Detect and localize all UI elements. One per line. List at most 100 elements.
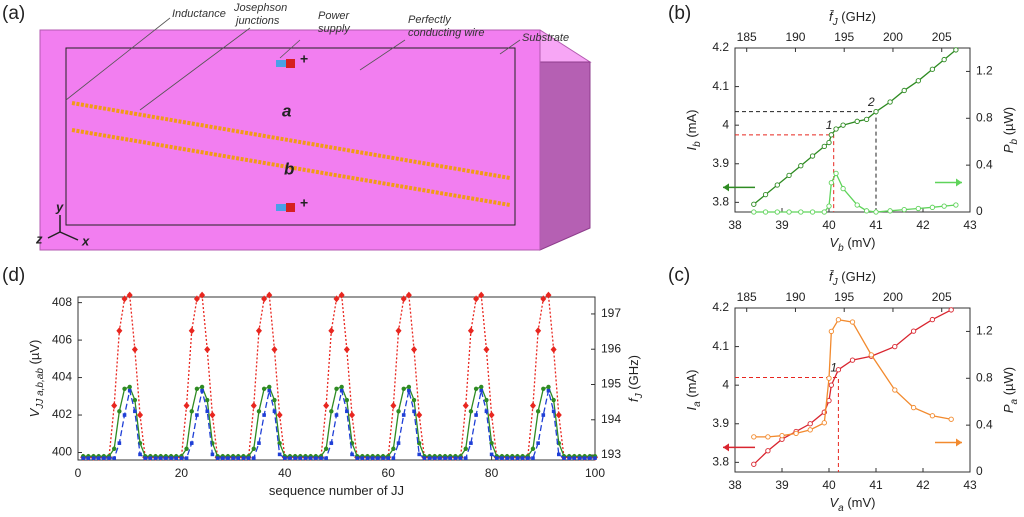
point [350, 452, 354, 457]
point [324, 456, 328, 460]
y-tick-label: 4.2 [712, 40, 729, 54]
marker-label: 2 [867, 95, 875, 109]
point [339, 388, 344, 393]
point [751, 461, 757, 467]
x2-tick-label: 195 [834, 30, 854, 44]
point [126, 291, 133, 299]
point [365, 456, 370, 460]
panel-label: (b) [668, 3, 691, 24]
point [901, 207, 907, 213]
point [929, 204, 936, 210]
x-tick-label: 39 [775, 218, 789, 232]
x2-tick-label: 205 [932, 290, 952, 304]
x-tick-label: 80 [485, 466, 499, 480]
point [462, 402, 469, 410]
point [821, 420, 827, 426]
axis-name: y [55, 199, 64, 214]
point [406, 384, 412, 390]
point [541, 413, 546, 417]
point [762, 209, 769, 215]
x2-tick-label: 205 [932, 30, 952, 44]
point [107, 456, 111, 460]
point [276, 411, 283, 419]
point [751, 209, 757, 215]
point [835, 317, 842, 323]
point [210, 452, 215, 457]
point [96, 456, 101, 460]
point [255, 327, 262, 335]
y-tick-label: 3.9 [712, 156, 729, 170]
marker-label: 1 [826, 118, 833, 132]
y-tick-label: 3.9 [712, 416, 729, 430]
point [474, 413, 478, 417]
point [809, 209, 816, 215]
point [593, 456, 597, 460]
jj-chain-b [71, 128, 511, 207]
point [807, 421, 813, 427]
power-supply-bottom [276, 204, 286, 211]
power-supply-top [276, 60, 286, 67]
point [91, 456, 96, 460]
point [488, 411, 495, 419]
annotation: Inductance [172, 8, 226, 20]
point [390, 402, 397, 410]
point [112, 456, 116, 460]
point [478, 291, 485, 299]
x-tick-label: 20 [175, 466, 189, 480]
point [550, 345, 557, 353]
y2-tick-label: 1.2 [976, 64, 993, 78]
point [231, 456, 235, 460]
plus-sign: + [300, 51, 308, 67]
axis-label: sequence number of JJ [269, 483, 404, 498]
point [137, 411, 144, 419]
point [158, 456, 163, 460]
y-tick-label: 408 [52, 295, 72, 309]
point [411, 397, 417, 403]
point [807, 427, 813, 433]
guide-line [735, 134, 835, 212]
point [953, 47, 959, 53]
point [205, 397, 210, 403]
line-label: b [284, 159, 294, 178]
x2-tick-label: 185 [737, 290, 757, 304]
point [835, 367, 842, 373]
point [863, 116, 870, 123]
point [257, 441, 261, 445]
point [204, 345, 211, 353]
leader-line [499, 39, 521, 55]
axis-label: Pb (µW) [1001, 107, 1019, 153]
axis-label-part: (GHz) [838, 269, 876, 284]
axis-label: VJJ a,b,ab (µV) [27, 340, 45, 418]
axis-label-part: b [692, 141, 703, 147]
plot-frame [734, 47, 971, 213]
point [122, 386, 127, 392]
axis-label-part: b [1009, 138, 1020, 144]
x-tick-label: 41 [869, 478, 883, 492]
point [751, 201, 757, 207]
point [262, 413, 266, 417]
point [541, 386, 546, 392]
point [111, 446, 117, 451]
point [184, 456, 189, 460]
point [122, 413, 127, 417]
point [401, 386, 406, 392]
axis-label-part: JJ a,b,ab [35, 368, 46, 410]
point [463, 446, 468, 451]
axis-label-part: I [684, 406, 699, 410]
x-tick-label: 40 [822, 478, 836, 492]
x2-tick-label: 200 [883, 290, 903, 304]
axis-label: f̄J (GHz) [829, 9, 876, 27]
point [405, 291, 412, 299]
point [169, 456, 173, 460]
x2-tick-label: 185 [737, 30, 757, 44]
point [489, 452, 494, 457]
point [143, 456, 148, 460]
point [765, 434, 771, 440]
plot-frame [734, 307, 971, 473]
panel-label: (a) [2, 3, 25, 24]
point [194, 386, 200, 392]
series-line [83, 390, 595, 459]
y-tick-label: 4 [722, 117, 729, 131]
point [241, 456, 246, 460]
leader-line [279, 39, 301, 59]
